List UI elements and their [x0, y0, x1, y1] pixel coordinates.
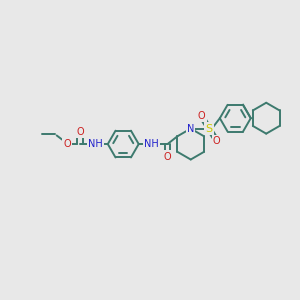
Text: O: O [76, 127, 84, 136]
Text: O: O [213, 136, 220, 146]
Text: NH: NH [88, 139, 103, 149]
Text: O: O [198, 111, 206, 121]
Text: S: S [206, 124, 213, 134]
Text: N: N [187, 124, 194, 134]
Text: NH: NH [144, 139, 159, 149]
Text: O: O [64, 139, 71, 149]
Text: O: O [164, 152, 171, 161]
